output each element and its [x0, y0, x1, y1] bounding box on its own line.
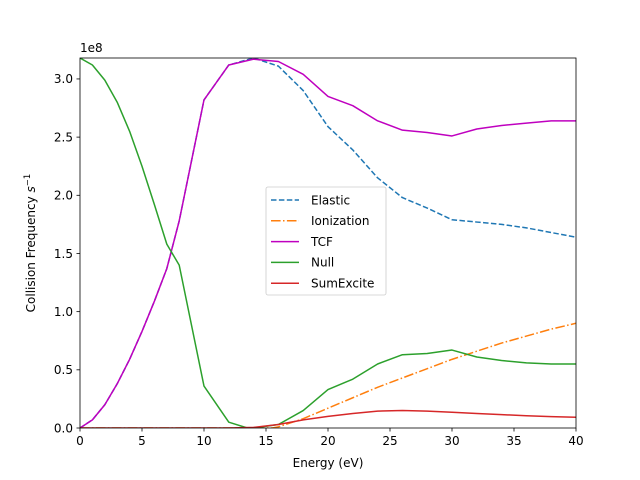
legend: Elastic Ionization TCF Null SumExcite [265, 186, 387, 296]
y-axis-label: Collision Frequency s−1 [23, 174, 38, 313]
x-axis: 0 5 10 15 20 25 30 35 40 [76, 428, 584, 448]
x-tick-label: 0 [76, 434, 84, 448]
x-tick-label: 5 [138, 434, 146, 448]
x-tick-label: 35 [506, 434, 521, 448]
y-offset-label: 1e8 [80, 41, 103, 55]
legend-label-null: Null [311, 256, 334, 270]
y-tick-label: 1.0 [54, 305, 73, 319]
y-tick-label: 1.5 [54, 247, 73, 261]
x-tick-label: 10 [196, 434, 211, 448]
y-axis: 0.0 0.5 1.0 1.5 2.0 2.5 3.0 [54, 72, 80, 435]
series-line-ionization [80, 322, 576, 428]
series-layer [80, 58, 576, 428]
x-tick-label: 30 [444, 434, 459, 448]
series-line-elastic [80, 58, 576, 428]
y-axis-label-exponent: −1 [23, 174, 33, 187]
x-tick-label: 25 [382, 434, 397, 448]
y-tick-label: 3.0 [54, 72, 73, 86]
x-axis-label: Energy (eV) [293, 456, 364, 470]
x-tick-label: 15 [258, 434, 273, 448]
x-tick-label: 40 [568, 434, 583, 448]
y-tick-label: 2.5 [54, 130, 73, 144]
y-axis-label-unit: s [24, 186, 38, 192]
series-line-tcf [80, 58, 576, 428]
y-tick-label: 2.0 [54, 189, 73, 203]
legend-label-elastic: Elastic [311, 193, 350, 207]
legend-label-tcf: TCF [310, 235, 333, 249]
legend-label-sumexcite: SumExcite [311, 277, 374, 291]
legend-box [265, 186, 387, 296]
x-tick-label: 20 [320, 434, 335, 448]
series-line-sumexcite [80, 409, 576, 428]
y-tick-label: 0.5 [54, 363, 73, 377]
y-tick-label: 0.0 [54, 421, 73, 435]
legend-label-ionization: Ionization [311, 214, 369, 228]
y-axis-label-text: Collision Frequency [24, 192, 38, 312]
